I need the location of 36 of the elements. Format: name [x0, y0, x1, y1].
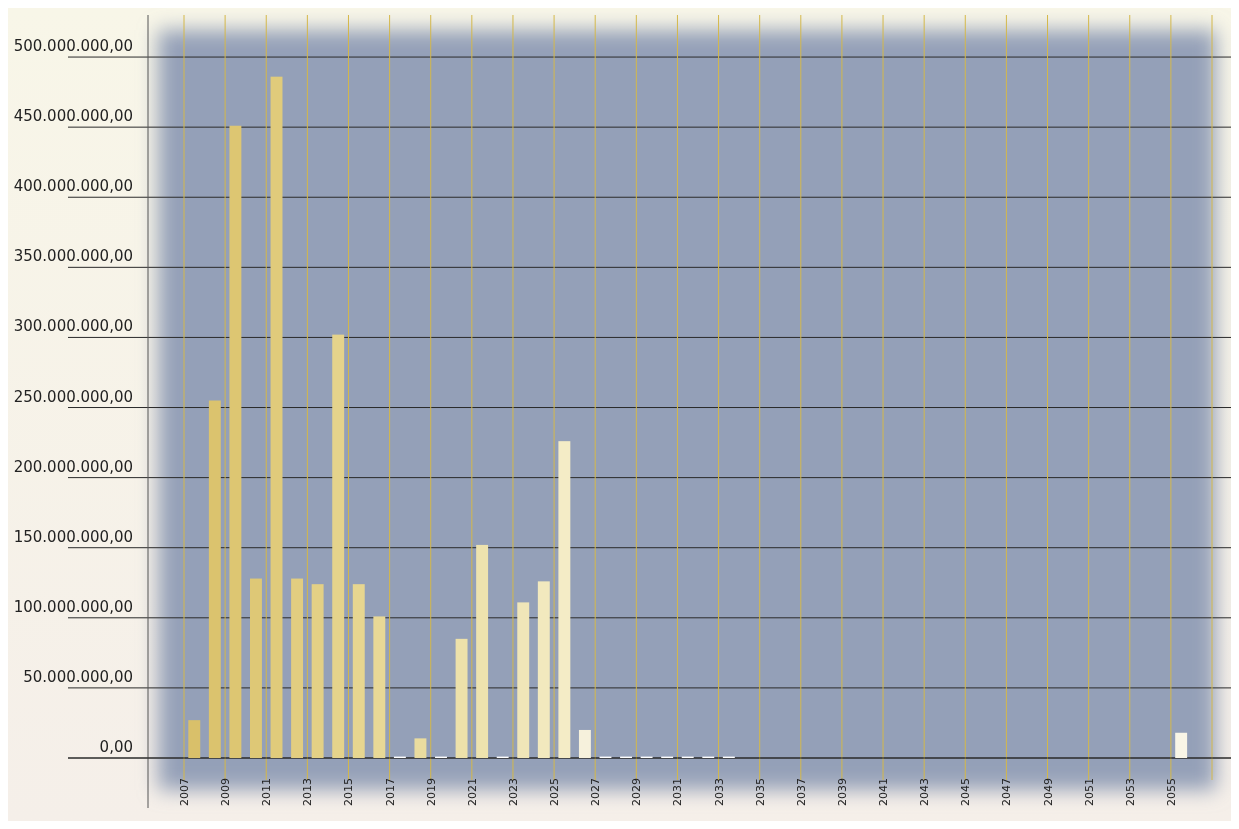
- x-tick-label: 2031: [671, 778, 685, 806]
- y-tick-label: 250.000.000,00: [13, 387, 133, 406]
- x-tick-label: 2019: [424, 778, 438, 806]
- x-tick-label: 2011: [260, 778, 274, 806]
- y-tick-label: 150.000.000,00: [13, 527, 133, 546]
- x-tick-label: 2017: [383, 778, 397, 806]
- x-tick-label: 2023: [506, 778, 520, 806]
- x-tick-label: 2055: [1164, 778, 1178, 806]
- x-tick-label: 2045: [959, 778, 973, 806]
- x-tick-label: 2007: [178, 778, 191, 806]
- x-tick-label: 2043: [918, 778, 932, 806]
- x-tick-label: 2013: [301, 778, 315, 806]
- x-tick-label: 2015: [342, 778, 356, 806]
- x-tick-label: 2047: [1000, 778, 1014, 806]
- y-tick-label: 200.000.000,00: [13, 457, 133, 476]
- y-tick-label: 450.000.000,00: [13, 107, 133, 126]
- y-tick-label: 50.000.000,00: [23, 667, 133, 686]
- x-tick-label: 2027: [589, 778, 603, 806]
- x-tick-label: 2033: [712, 778, 726, 806]
- y-tick-label: 350.000.000,00: [13, 247, 133, 266]
- x-tick-label: 2039: [835, 778, 849, 806]
- x-tick-label: 2041: [877, 778, 891, 806]
- x-tick-label: 2051: [1082, 778, 1096, 806]
- y-tick-label: 500.000.000,00: [13, 37, 133, 56]
- x-tick-label: 2025: [548, 778, 562, 806]
- x-tick-label: 2053: [1123, 778, 1137, 806]
- x-tick-label: 2037: [794, 778, 808, 806]
- x-tick-label: 2021: [465, 778, 479, 806]
- x-tick-label: 2035: [753, 778, 767, 806]
- y-tick-label: 100.000.000,00: [13, 597, 133, 616]
- y-tick-label: 300.000.000,00: [13, 317, 133, 336]
- x-tick-label: 2009: [219, 778, 233, 806]
- x-tick-label: 2029: [630, 778, 644, 806]
- y-tick-label: 0,00: [99, 738, 133, 756]
- x-tick-label: 2049: [1041, 778, 1055, 806]
- y-tick-label: 400.000.000,00: [13, 177, 133, 196]
